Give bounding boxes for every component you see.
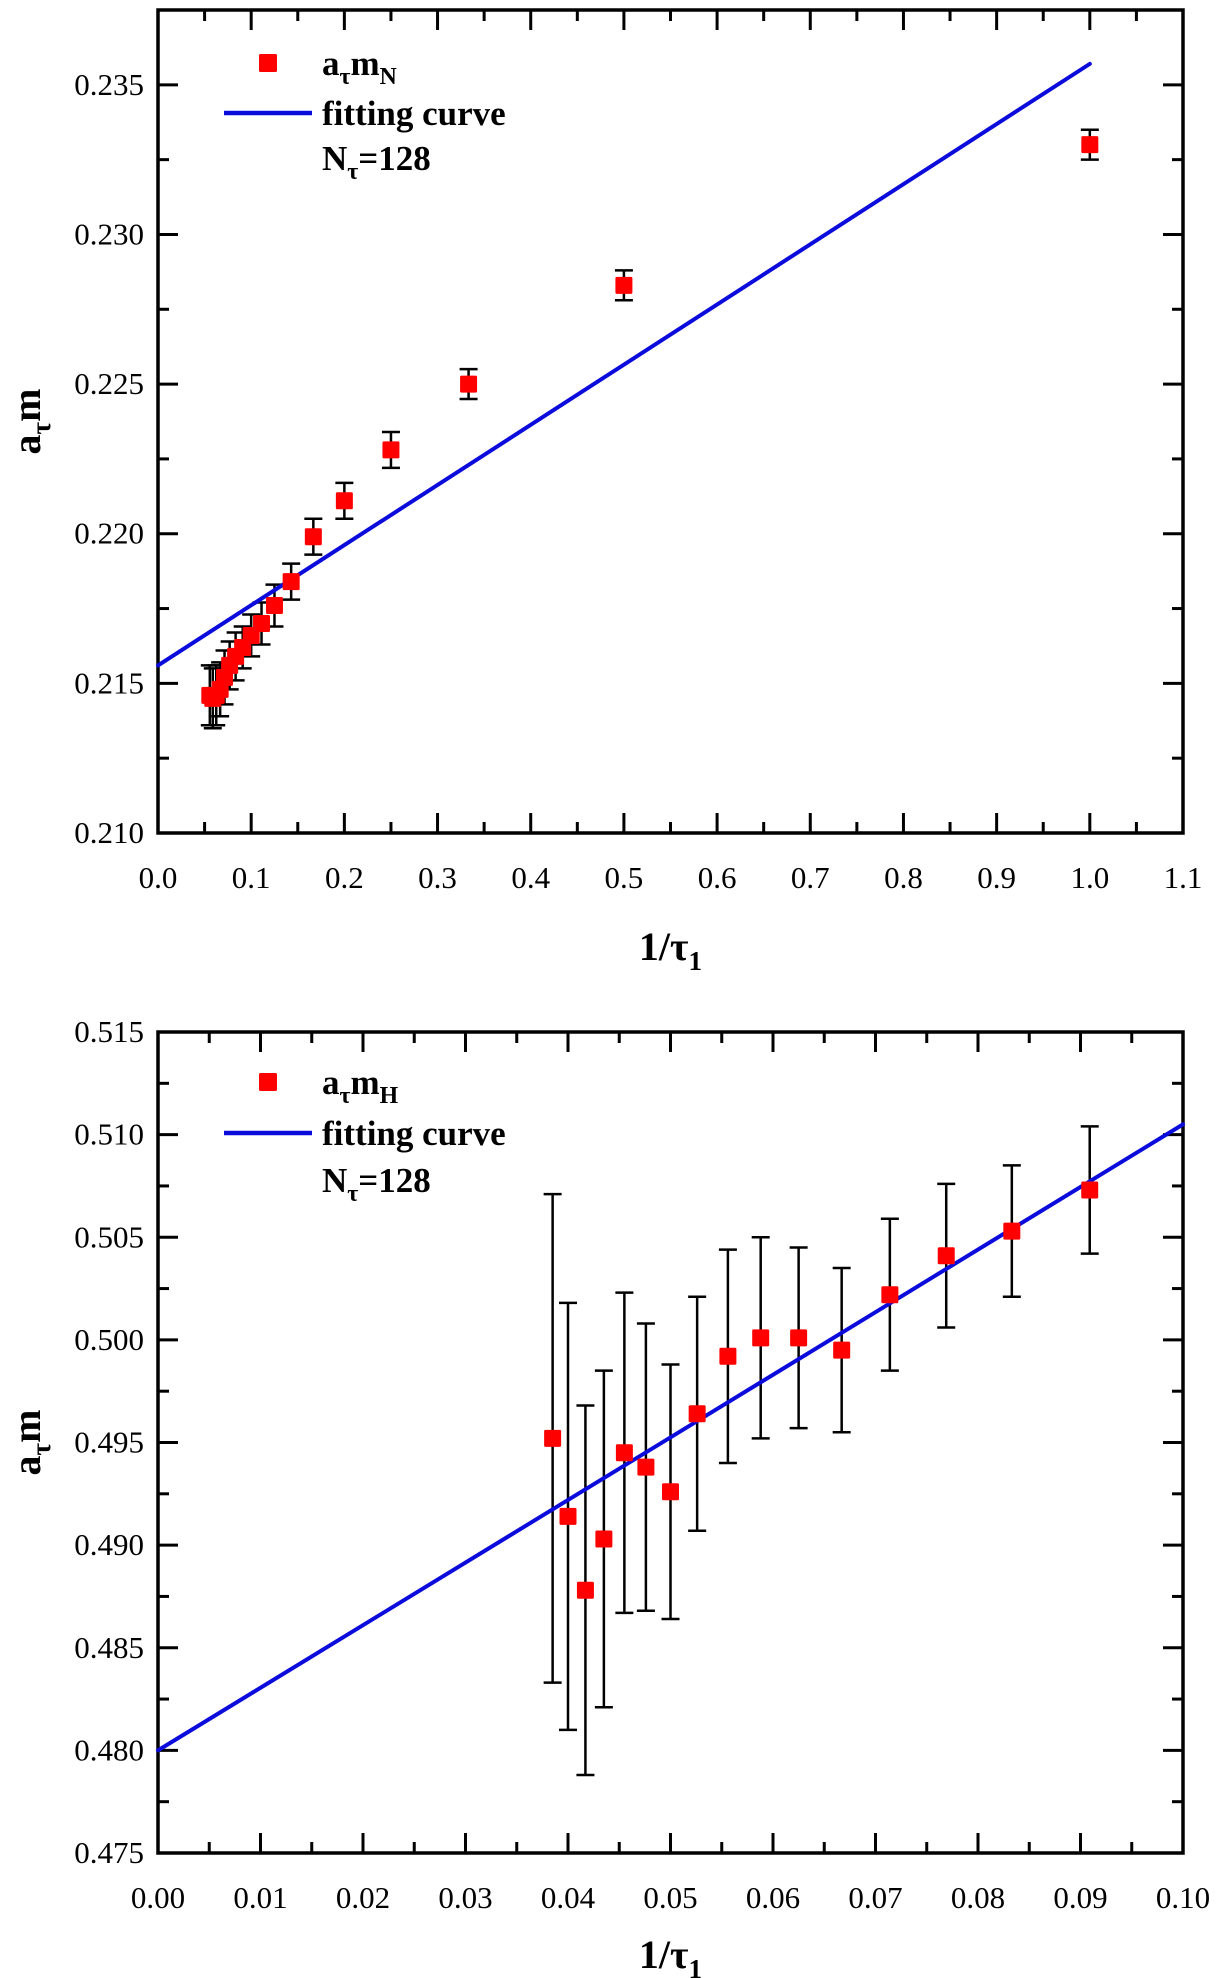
plot-area: 0.00 0.01 0.02 0.03 0.04 0.05 0.06 0.07 0.08 0.09… xyxy=(4,1014,1210,1978)
data-point-marker xyxy=(833,1341,851,1359)
x-tick-label: 1.1 xyxy=(1164,860,1203,895)
data-point-marker xyxy=(253,615,271,633)
data-point-marker xyxy=(282,573,300,591)
x-tick-label: 1.0 xyxy=(1070,860,1109,895)
x-tick-label: 0.7 xyxy=(791,860,830,895)
y-axis-title: aτm xyxy=(4,1410,56,1476)
data-point-marker xyxy=(688,1405,706,1423)
top-chart: 0.0 0.1 0.2 0.3 0.4 0.5 0.6 0.7 0.8 0.9 1.0 1.1 0.21… xyxy=(4,8,1203,976)
x-tick-label: 0.9 xyxy=(977,860,1016,895)
legend-line-label: fitting curve xyxy=(322,1114,506,1153)
data-point-marker xyxy=(615,1444,633,1462)
y-tick-label: 0.505 xyxy=(74,1219,144,1254)
x-tick-labels: 0.00 0.01 0.02 0.03 0.04 0.05 0.06 0.07 0.08 0.09… xyxy=(131,1880,1210,1915)
legend-marker-square xyxy=(259,54,277,72)
bottom-chart: 0.00 0.01 0.02 0.03 0.04 0.05 0.06 0.07 0.08 0.09… xyxy=(4,1014,1210,1978)
x-tick-label: 0.4 xyxy=(511,860,550,895)
y-tick-label: 0.480 xyxy=(74,1732,144,1767)
x-tick-label: 0.07 xyxy=(848,1880,902,1915)
data-point-marker xyxy=(544,1429,562,1447)
data-point-marker xyxy=(335,492,353,510)
data-point-marker xyxy=(559,1507,577,1525)
x-tick-label: 0.8 xyxy=(884,860,923,895)
y-tick-label: 0.210 xyxy=(74,815,144,850)
legend: aτmN fitting curve Nτ=128 xyxy=(224,44,506,185)
legend-series-label: aτmH xyxy=(322,1063,399,1109)
data-point-marker xyxy=(576,1581,594,1599)
y-tick-label: 0.500 xyxy=(74,1322,144,1357)
x-tick-label: 0.5 xyxy=(605,860,644,895)
y-tick-label: 0.235 xyxy=(74,67,144,102)
data-point-marker xyxy=(382,441,400,459)
fitting-curve-line xyxy=(156,1122,1185,1753)
x-tick-label: 0.6 xyxy=(698,860,737,895)
y-tick-label: 0.230 xyxy=(74,216,144,251)
data-point-marker xyxy=(265,597,283,615)
x-tick-label: 0.03 xyxy=(438,1880,492,1915)
data-point-marker xyxy=(615,276,633,294)
y-tick-label: 0.225 xyxy=(74,366,144,401)
x-tick-label: 0.08 xyxy=(951,1880,1005,1915)
y-tick-label: 0.515 xyxy=(74,1014,144,1049)
y-tick-labels: 0.210 0.215 0.220 0.225 0.230 0.235 xyxy=(74,67,144,850)
plot-frame xyxy=(156,1030,1185,1855)
error-bars xyxy=(200,128,1099,730)
x-tick-label: 0.06 xyxy=(746,1880,800,1915)
data-point-marker xyxy=(790,1329,808,1347)
x-tick-labels: 0.0 0.1 0.2 0.3 0.4 0.5 0.6 0.7 0.8 0.9 1.0 1.1 xyxy=(139,860,1203,895)
y-tick-label: 0.485 xyxy=(74,1630,144,1665)
data-point-marker xyxy=(752,1329,770,1347)
legend-note-label: Nτ=128 xyxy=(322,1161,431,1207)
x-tick-label: 0.10 xyxy=(1156,1880,1210,1915)
y-tick-labels: 0.475 0.480 0.485 0.490 0.495 0.500 0.505 0.510… xyxy=(74,1014,144,1870)
x-tick-label: 0.3 xyxy=(418,860,457,895)
x-tick-label: 0.00 xyxy=(131,1880,185,1915)
data-point-marker xyxy=(1081,136,1099,154)
data-point-marker xyxy=(1081,1181,1099,1199)
data-point-marker xyxy=(595,1530,613,1548)
x-tick-label: 0.09 xyxy=(1053,1880,1107,1915)
fitting-curve-line xyxy=(156,61,1092,668)
x-tick-label: 0.01 xyxy=(233,1880,287,1915)
y-tick-label: 0.495 xyxy=(74,1425,144,1460)
y-tick-label: 0.475 xyxy=(74,1835,144,1870)
x-axis-title: 1/τ1 xyxy=(639,924,702,976)
data-point-marker xyxy=(881,1286,899,1304)
data-point-marker xyxy=(719,1347,737,1365)
data-point-marker xyxy=(662,1483,679,1501)
y-axis-title: aτm xyxy=(4,389,56,455)
legend-series-label: aτmN xyxy=(322,44,397,90)
data-point-marker xyxy=(637,1458,655,1476)
y-tick-label: 0.220 xyxy=(74,516,144,551)
legend-marker-square xyxy=(259,1073,277,1091)
axis-ticks xyxy=(156,8,1185,835)
data-point-marker xyxy=(1003,1222,1021,1240)
plot-frame xyxy=(156,8,1185,835)
data-point-marker xyxy=(937,1247,955,1265)
x-tick-label: 0.02 xyxy=(336,1880,390,1915)
legend: aτmH fitting curve Nτ=128 xyxy=(224,1063,506,1207)
y-tick-label: 0.510 xyxy=(74,1117,144,1152)
legend-note-label: Nτ=128 xyxy=(322,139,431,185)
data-series xyxy=(201,136,1099,707)
x-axis-title: 1/τ1 xyxy=(639,1932,702,1978)
x-tick-label: 0.0 xyxy=(139,860,178,895)
x-tick-label: 0.04 xyxy=(541,1880,596,1915)
x-tick-label: 0.1 xyxy=(232,860,271,895)
x-tick-label: 0.05 xyxy=(643,1880,697,1915)
y-tick-label: 0.490 xyxy=(74,1527,144,1562)
data-series xyxy=(544,1181,1099,1599)
data-point-marker xyxy=(304,528,322,546)
legend-line-label: fitting curve xyxy=(322,94,506,133)
y-tick-label: 0.215 xyxy=(74,665,144,700)
data-point-marker xyxy=(460,375,478,393)
plot-area: 0.0 0.1 0.2 0.3 0.4 0.5 0.6 0.7 0.8 0.9 1.0 1.1 0.21… xyxy=(4,8,1203,976)
x-tick-label: 0.2 xyxy=(325,860,364,895)
